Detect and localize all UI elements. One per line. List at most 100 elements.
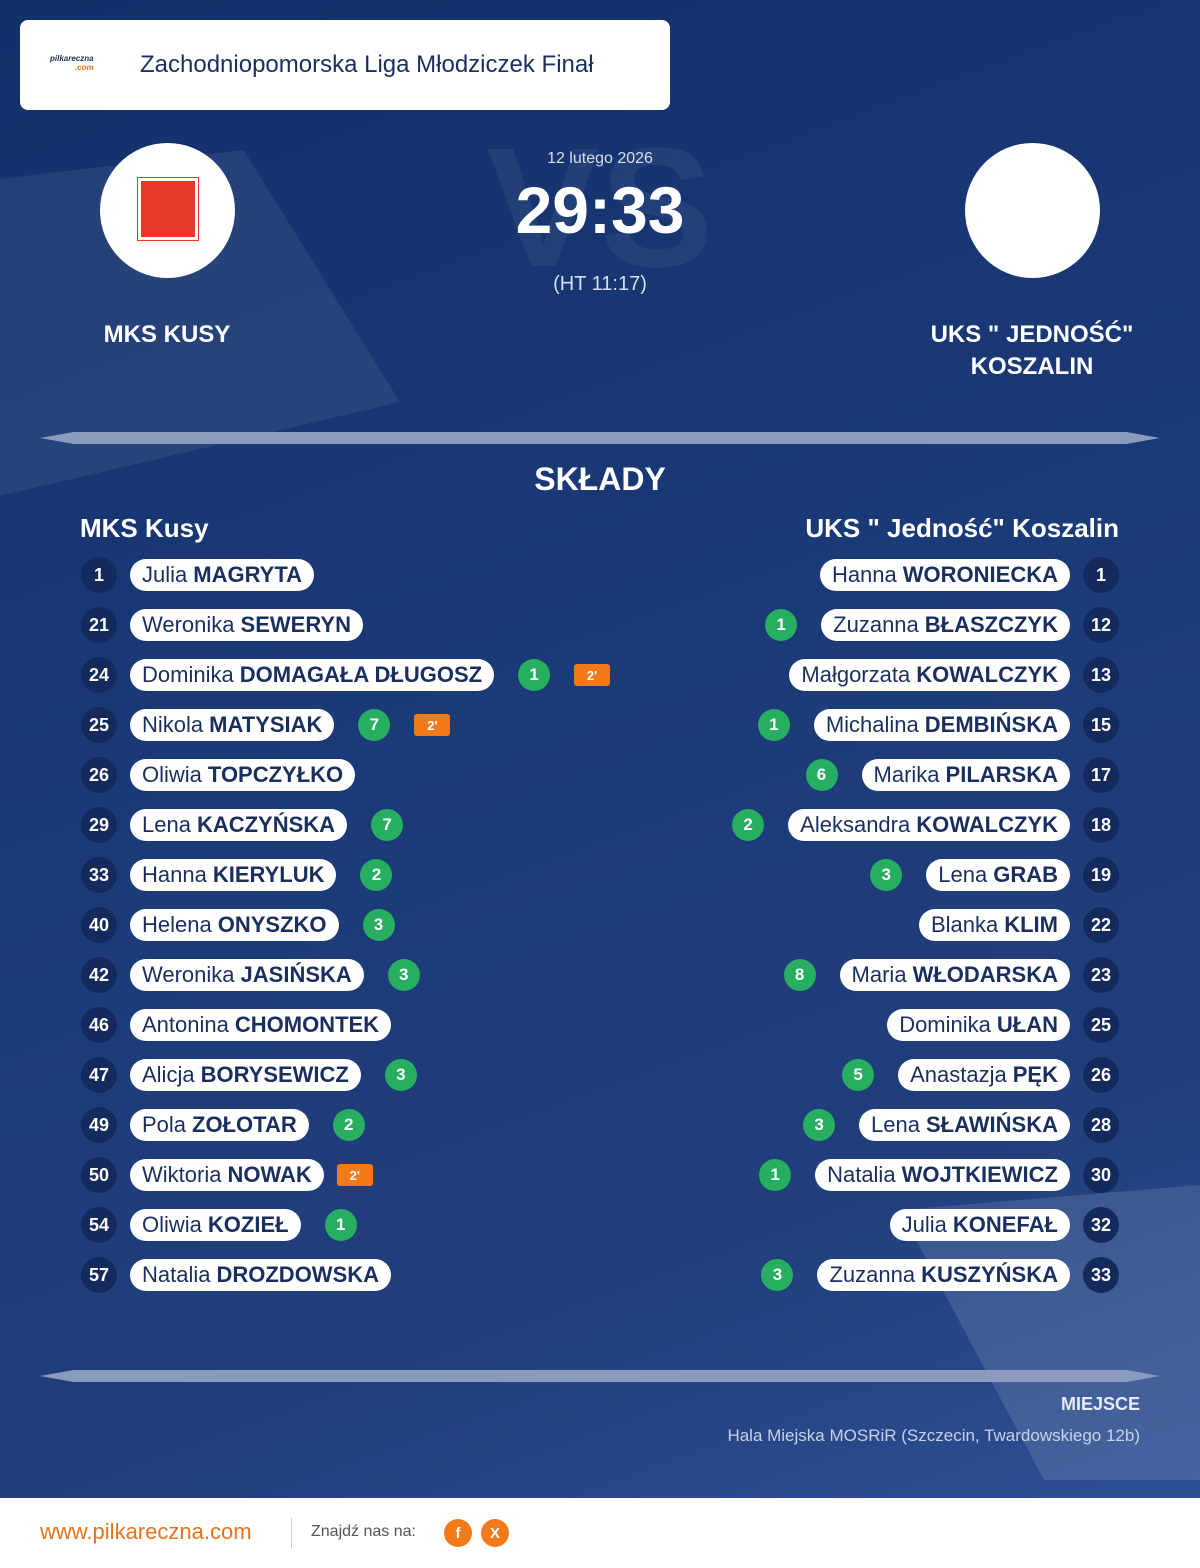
- player-name: Zuzanna BŁASZCZYK: [821, 609, 1070, 641]
- player-row: 18 Aleksandra KOWALCZYK 2: [721, 807, 1119, 843]
- home-team: MKS KUSY: [103, 321, 231, 348]
- last-name: KOWALCZYK: [916, 662, 1058, 687]
- player-name: Julia KONEFAŁ: [889, 1209, 1070, 1241]
- last-name: MATYSIAK: [209, 712, 323, 737]
- last-name: KIERYLUK: [212, 862, 325, 887]
- first-name: Julia: [901, 1212, 947, 1237]
- player-name: Nikola MATYSIAK: [130, 709, 335, 741]
- player-row: 25 Nikola MATYSIAK 7 2': [81, 707, 451, 743]
- goals-badge: 2: [732, 809, 765, 841]
- match-date: 12 lutego 2026: [547, 150, 653, 167]
- player-name: Antonina CHOMONTEK: [130, 1009, 392, 1041]
- player-row: 21 Weronika SEWERYN: [81, 607, 363, 643]
- logo-text: pilkareczna: [50, 54, 94, 63]
- first-name: Anastazja: [910, 1062, 1007, 1087]
- first-name: Blanka: [930, 912, 999, 937]
- player-number: 23: [1083, 957, 1119, 993]
- player-number: 15: [1083, 707, 1119, 743]
- last-name: WŁODARSKA: [912, 962, 1058, 987]
- player-row: 50 Wiktoria NOWAK 2': [81, 1157, 373, 1193]
- away-lineup-title: UKS " Jedność" Koszalin: [805, 513, 1119, 543]
- first-name: Marika: [873, 762, 940, 787]
- player-number: 28: [1083, 1107, 1119, 1143]
- player-number: 46: [81, 1007, 117, 1043]
- goals-badge: 7: [371, 809, 404, 841]
- player-number: 26: [81, 757, 117, 793]
- player-name: Lena SŁAWIŃSKA: [859, 1109, 1070, 1141]
- home-lineup-title: MKS Kusy: [80, 513, 209, 543]
- crest-image: [137, 177, 199, 241]
- first-name: Julia: [142, 562, 188, 587]
- first-name: Wiktoria: [142, 1162, 222, 1187]
- player-number: 54: [81, 1207, 117, 1243]
- player-number: 49: [81, 1107, 117, 1143]
- first-name: Natalia: [142, 1262, 211, 1287]
- first-name: Lena: [871, 1112, 920, 1137]
- player-name: Dominika UŁAN: [887, 1009, 1070, 1041]
- player-name: Wiktoria NOWAK: [130, 1159, 324, 1191]
- player-row: 40 Helena ONYSZKO 3: [81, 907, 406, 943]
- away-team: UKS " JEDNOŚĆ" KOSZALIN: [930, 321, 1134, 380]
- player-name: Marika PILARSKA: [861, 759, 1070, 791]
- first-name: Zuzanna: [833, 612, 919, 637]
- player-row: 49 Pola ZOŁOTAR 2: [81, 1107, 376, 1143]
- player-number: 25: [81, 707, 117, 743]
- goals-badge: 1: [518, 659, 551, 691]
- player-name: Oliwia TOPCZYŁKO: [130, 759, 356, 791]
- first-name: Zuzanna: [829, 1262, 916, 1287]
- first-name: Małgorzata: [801, 662, 911, 687]
- facebook-icon[interactable]: f: [444, 1519, 472, 1547]
- first-name: Weronika: [142, 612, 235, 637]
- player-row: 1 Julia MAGRYTA: [81, 557, 315, 593]
- player-row: 22 Blanka KLIM: [918, 907, 1119, 943]
- player-name: Julia MAGRYTA: [130, 559, 315, 591]
- player-name: Weronika JASIŃSKA: [130, 959, 364, 991]
- player-number: 42: [81, 957, 117, 993]
- player-number: 17: [1083, 757, 1119, 793]
- last-name: KOWALCZYK: [916, 812, 1058, 837]
- goals-badge: 1: [759, 1159, 792, 1191]
- last-name: NOWAK: [227, 1162, 312, 1187]
- player-number: 30: [1083, 1157, 1119, 1193]
- player-number: 29: [81, 807, 117, 843]
- player-number: 33: [81, 857, 117, 893]
- player-name: Weronika SEWERYN: [130, 609, 363, 641]
- first-name: Dominika: [899, 1012, 991, 1037]
- section-title: SKŁADY: [534, 461, 666, 497]
- player-name: Alicja BORYSEWICZ: [130, 1059, 361, 1091]
- last-name: DROZDOWSKA: [216, 1262, 380, 1287]
- goals-badge: 2: [332, 1109, 365, 1141]
- player-name: Lena GRAB: [926, 859, 1070, 891]
- first-name: Lena: [142, 812, 191, 837]
- last-name: BŁASZCZYK: [924, 612, 1058, 637]
- player-name: Maria WŁODARSKA: [839, 959, 1070, 991]
- site-link[interactable]: www.pilkareczna.com: [40, 1519, 252, 1544]
- goals-badge: 6: [805, 759, 838, 791]
- last-name: DEMBIŃSKA: [924, 712, 1058, 737]
- player-row: 33 Zuzanna KUSZYŃSKA 3: [750, 1257, 1119, 1293]
- x-icon[interactable]: X: [481, 1519, 509, 1547]
- player-row: 28 Lena SŁAWIŃSKA 3: [792, 1107, 1119, 1143]
- player-row: 32 Julia KONEFAŁ: [889, 1207, 1119, 1243]
- player-row: 17 Marika PILARSKA 6: [795, 757, 1119, 793]
- player-number: 1: [81, 557, 117, 593]
- first-name: Maria: [851, 962, 907, 987]
- home-crest: [100, 143, 235, 278]
- player-number: 57: [81, 1257, 117, 1293]
- player-row: 12 Zuzanna BŁASZCZYK 1: [754, 607, 1119, 643]
- last-name: UŁAN: [996, 1012, 1058, 1037]
- player-name: Anastazja PĘK: [898, 1059, 1070, 1091]
- player-row: 42 Weronika JASIŃSKA 3: [81, 957, 431, 993]
- player-number: 33: [1083, 1257, 1119, 1293]
- last-name: ZOŁOTAR: [192, 1112, 297, 1137]
- goals-badge: 7: [358, 709, 391, 741]
- first-name: Helena: [142, 912, 212, 937]
- player-number: 25: [1083, 1007, 1119, 1043]
- first-name: Alicja: [142, 1062, 195, 1087]
- player-name: Natalia DROZDOWSKA: [130, 1259, 392, 1291]
- first-name: Weronika: [142, 962, 235, 987]
- last-name: WOJTKIEWICZ: [901, 1162, 1058, 1187]
- player-number: 50: [81, 1157, 117, 1193]
- player-name: Natalia WOJTKIEWICZ: [815, 1159, 1070, 1191]
